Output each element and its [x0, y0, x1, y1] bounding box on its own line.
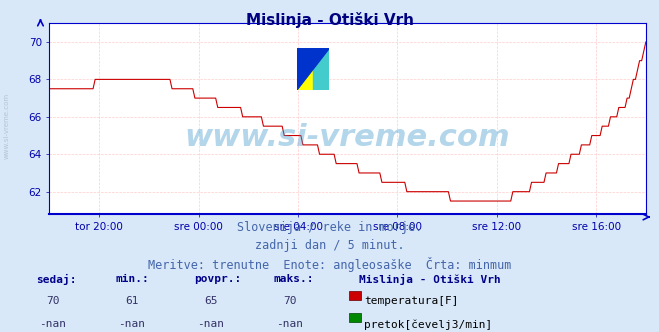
Text: -nan: -nan — [119, 319, 145, 329]
Text: -nan: -nan — [277, 319, 303, 329]
Text: Mislinja - Otiški Vrh: Mislinja - Otiški Vrh — [359, 274, 501, 285]
Text: pretok[čevelj3/min]: pretok[čevelj3/min] — [364, 319, 493, 330]
Text: 70: 70 — [46, 296, 59, 306]
Text: 70: 70 — [283, 296, 297, 306]
Text: -nan: -nan — [198, 319, 224, 329]
Text: temperatura[F]: temperatura[F] — [364, 296, 459, 306]
Text: www.si-vreme.com: www.si-vreme.com — [3, 93, 10, 159]
Text: sedaj:: sedaj: — [36, 274, 76, 285]
Text: -nan: -nan — [40, 319, 66, 329]
Text: min.:: min.: — [115, 274, 149, 284]
Polygon shape — [297, 48, 330, 90]
Text: www.si-vreme.com: www.si-vreme.com — [185, 123, 511, 152]
Text: 61: 61 — [125, 296, 138, 306]
Text: zadnji dan / 5 minut.: zadnji dan / 5 minut. — [254, 239, 405, 252]
Polygon shape — [297, 48, 313, 90]
Text: Meritve: trenutne  Enote: angleosaške  Črta: minmum: Meritve: trenutne Enote: angleosaške Črt… — [148, 257, 511, 272]
Text: maks.:: maks.: — [273, 274, 314, 284]
Text: Mislinja - Otiški Vrh: Mislinja - Otiški Vrh — [246, 12, 413, 28]
Text: Slovenija / reke in morje.: Slovenija / reke in morje. — [237, 221, 422, 234]
Text: povpr.:: povpr.: — [194, 274, 242, 284]
Polygon shape — [313, 48, 330, 90]
Text: 65: 65 — [204, 296, 217, 306]
